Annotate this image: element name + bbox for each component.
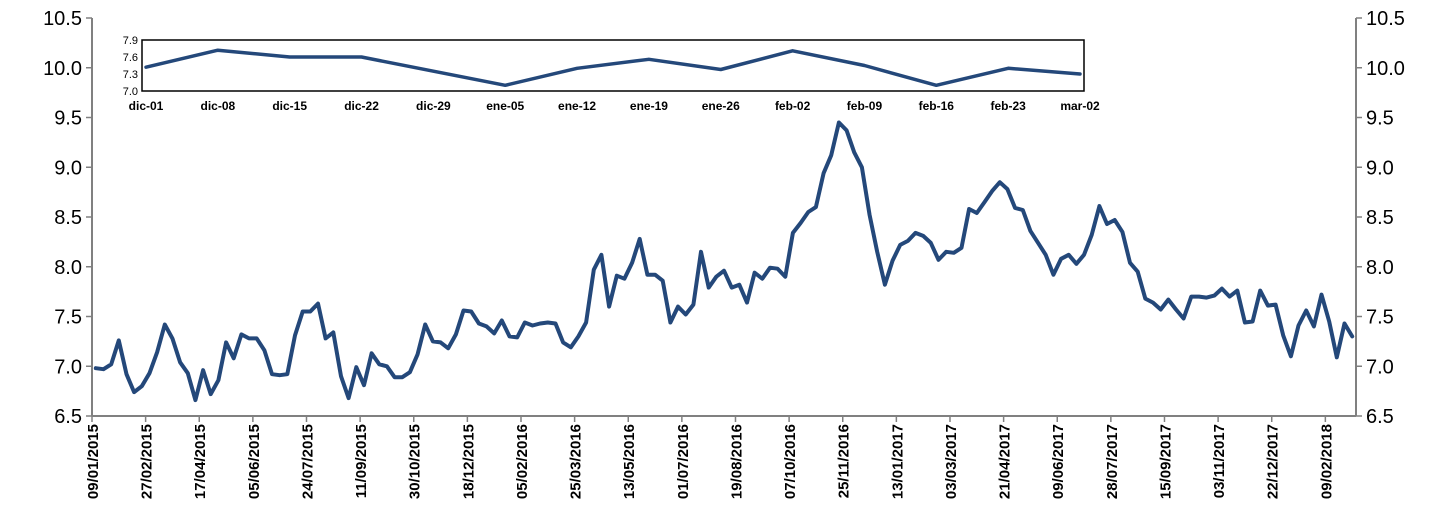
x-tick-label: 05/02/2016 [514,424,531,499]
y-tick-label-right: 8.0 [1366,257,1394,279]
y-tick-label: 10.0 [43,58,82,80]
x-tick-label: 27/02/2015 [139,424,156,499]
inset-y-tick-label: 7.3 [123,69,138,81]
inset-chart: 7.0 7.3 7.6 7.9 dic-01 dic-08 dic-15 dic-22 dic-… [123,35,1100,113]
inset-series-line [144,48,1082,88]
inset-x-tick-label: dic-15 [272,99,307,113]
x-tick-label: 05/06/2015 [246,424,263,499]
x-tick-label: 17/04/2015 [192,424,209,499]
inset-x-tick-label: dic-08 [201,99,236,113]
inset-x-tick-label: ene-12 [558,99,596,113]
inset-x-tick-label: feb-02 [775,99,811,113]
x-tick-label: 24/07/2015 [299,424,316,499]
x-tick-label: 11/09/2015 [353,424,370,498]
y-tick-label-right: 6.5 [1366,406,1394,428]
series-line [93,120,1355,403]
inset-x-tick-label: feb-16 [919,99,955,113]
x-tick-label: 15/09/2017 [1157,424,1174,499]
x-tick-label: 22/12/2017 [1265,424,1282,499]
y-tick-label: 6.5 [54,406,82,428]
y-tick-label: 7.0 [54,356,82,378]
y-tick-label-right: 7.5 [1366,307,1394,329]
y-tick-label: 9.0 [54,157,82,179]
x-tick-label: 03/11/2017 [1211,424,1228,498]
inset-x-tick-label: ene-05 [486,99,524,113]
inset-x-tick-label: dic-22 [344,99,379,113]
inset-x-tick-label: feb-23 [990,99,1026,113]
x-tick-label: 19/08/2016 [728,424,745,499]
x-tick-label: 30/10/2015 [407,424,424,499]
y-tick-label: 10.5 [43,8,82,30]
inset-y-tick-label: 7.0 [123,86,138,98]
inset-y-tick-label: 7.9 [123,35,138,47]
x-tick-label: 28/07/2017 [1104,424,1121,499]
main-chart: 6.5 7.0 7.5 8.0 8.5 9.0 9.5 10.0 10.5 6.5 7.0 7.5 8.… [43,8,1405,499]
x-tick-label: 09/06/2017 [1050,424,1067,499]
x-tick-label: 25/03/2016 [568,424,585,499]
inset-x-tick-label: mar-02 [1060,99,1100,113]
x-tick-label: 09/02/2018 [1318,424,1335,499]
inset-x-tick-label: ene-19 [630,99,668,113]
x-tick-label: 25/11/2016 [836,424,853,498]
x-tick-label: 09/01/2015 [85,424,102,499]
y-tick-label-right: 9.5 [1366,108,1394,130]
x-tick-label: 18/12/2015 [460,424,477,499]
inset-x-tick-label: dic-29 [416,99,451,113]
y-tick-label: 8.5 [54,207,82,229]
y-tick-label-right: 10.5 [1366,8,1405,30]
y-tick-label: 9.5 [54,108,82,130]
x-tick-label: 13/01/2017 [889,424,906,499]
x-tick-label: 01/07/2016 [675,424,692,499]
x-tick-label: 13/05/2016 [621,424,638,499]
y-tick-label-right: 9.0 [1366,157,1394,179]
y-tick-label: 8.0 [54,257,82,279]
y-tick-label-right: 7.0 [1366,356,1394,378]
inset-x-tick-label: ene-26 [702,99,740,113]
x-tick-label: 03/03/2017 [943,424,960,499]
x-tick-label: 07/10/2016 [782,424,799,499]
inset-y-tick-label: 7.6 [123,52,138,64]
y-tick-label-right: 10.0 [1366,58,1405,80]
x-tick-label: 21/04/2017 [997,424,1014,499]
y-tick-label-right: 8.5 [1366,207,1394,229]
y-tick-label: 7.5 [54,307,82,329]
inset-x-tick-label: dic-01 [129,99,164,113]
inset-x-tick-label: feb-09 [847,99,883,113]
